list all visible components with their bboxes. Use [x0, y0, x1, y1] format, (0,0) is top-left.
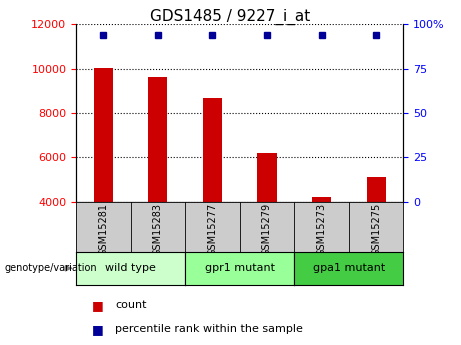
Text: GSM15283: GSM15283: [153, 203, 163, 256]
Text: GSM15277: GSM15277: [207, 203, 218, 256]
Bar: [148, 77, 167, 290]
Text: genotype/variation: genotype/variation: [5, 263, 97, 273]
Bar: [312, 197, 331, 290]
Bar: [257, 152, 277, 290]
Text: gpa1 mutant: gpa1 mutant: [313, 263, 385, 273]
Bar: [366, 177, 386, 290]
Text: ■: ■: [92, 299, 104, 312]
Bar: [203, 98, 222, 290]
Text: GSM15275: GSM15275: [371, 203, 381, 256]
Text: GSM15281: GSM15281: [98, 203, 108, 256]
Text: ■: ■: [92, 323, 104, 336]
Bar: [94, 68, 113, 290]
Text: count: count: [115, 300, 147, 310]
Text: GSM15279: GSM15279: [262, 203, 272, 256]
Text: percentile rank within the sample: percentile rank within the sample: [115, 325, 303, 334]
Text: wild type: wild type: [105, 263, 156, 273]
Text: GDS1485 / 9227_i_at: GDS1485 / 9227_i_at: [150, 9, 311, 25]
Text: GSM15273: GSM15273: [317, 203, 326, 256]
Text: gpr1 mutant: gpr1 mutant: [205, 263, 275, 273]
